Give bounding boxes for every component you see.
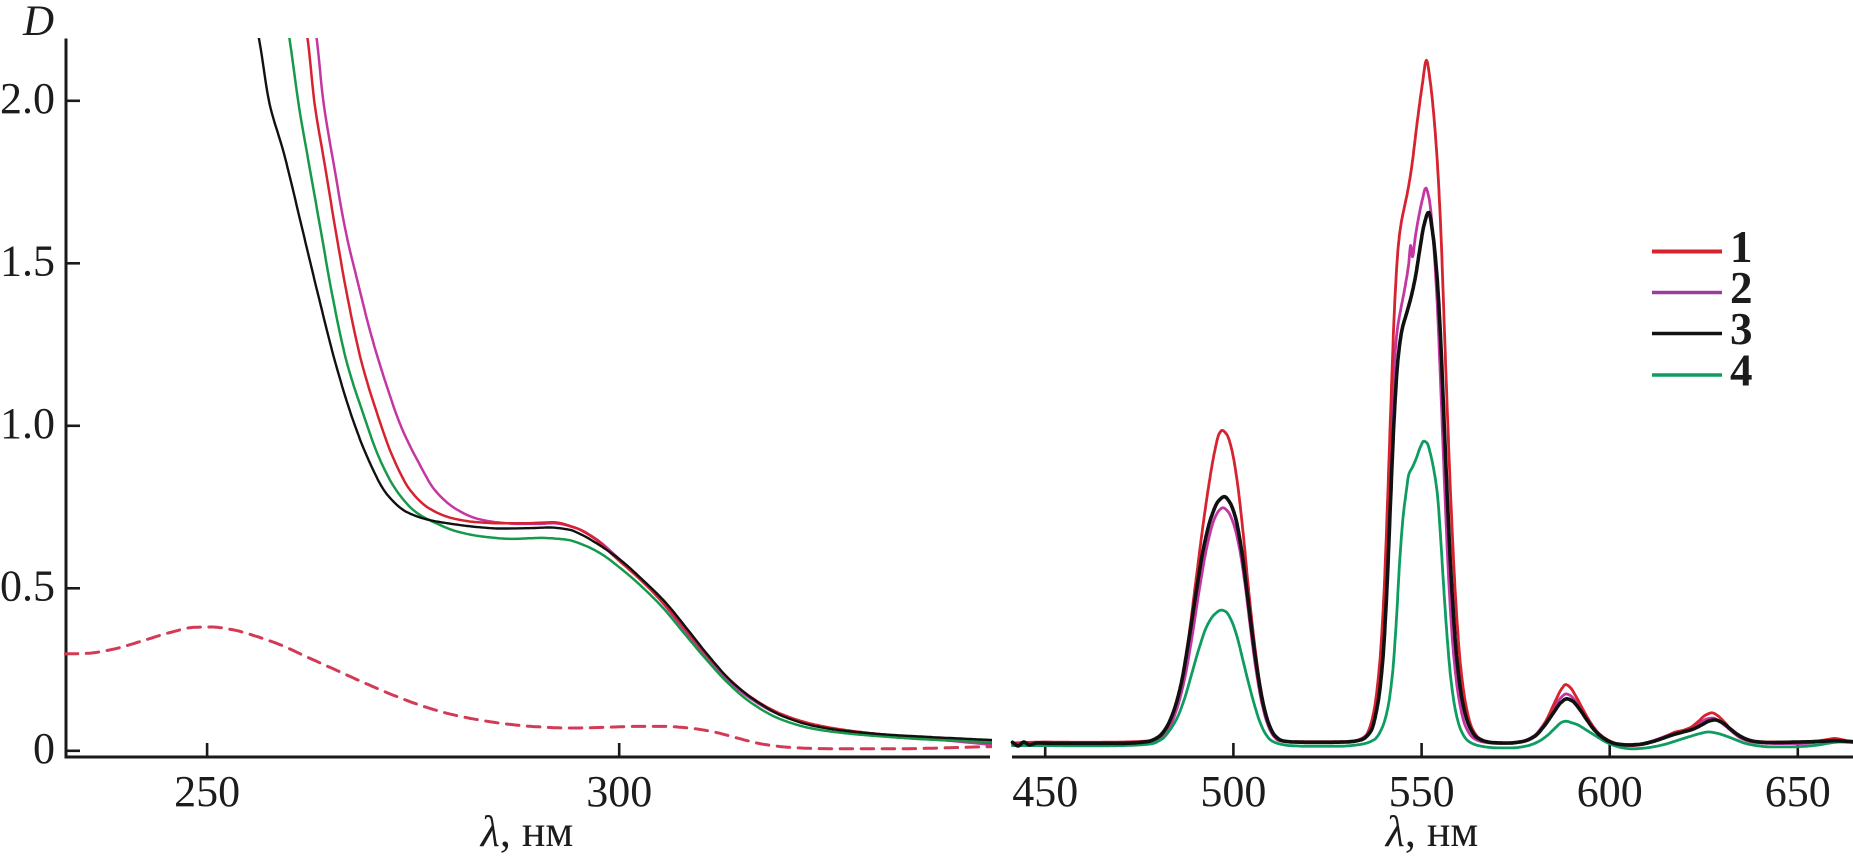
- svg-text:4: 4: [1730, 346, 1753, 396]
- svg-text:1: 1: [1730, 222, 1753, 272]
- svg-text:1.5: 1.5: [0, 236, 55, 285]
- svg-text:300: 300: [586, 767, 652, 816]
- svg-text:250: 250: [174, 767, 240, 816]
- svg-text:650: 650: [1765, 767, 1831, 816]
- svg-text:550: 550: [1389, 767, 1455, 816]
- svg-text:450: 450: [1012, 767, 1078, 816]
- svg-text:2: 2: [1730, 263, 1753, 313]
- svg-text:0.5: 0.5: [0, 561, 55, 610]
- svg-text:1.0: 1.0: [0, 399, 55, 448]
- svg-text:500: 500: [1200, 767, 1266, 816]
- svg-text:λ, нм: λ, нм: [1384, 807, 1478, 856]
- svg-text:λ, нм: λ, нм: [479, 807, 573, 856]
- svg-text:D: D: [22, 0, 54, 45]
- svg-text:0: 0: [33, 724, 55, 773]
- svg-text:2.0: 2.0: [0, 74, 55, 123]
- svg-text:600: 600: [1577, 767, 1643, 816]
- svg-text:3: 3: [1730, 304, 1753, 354]
